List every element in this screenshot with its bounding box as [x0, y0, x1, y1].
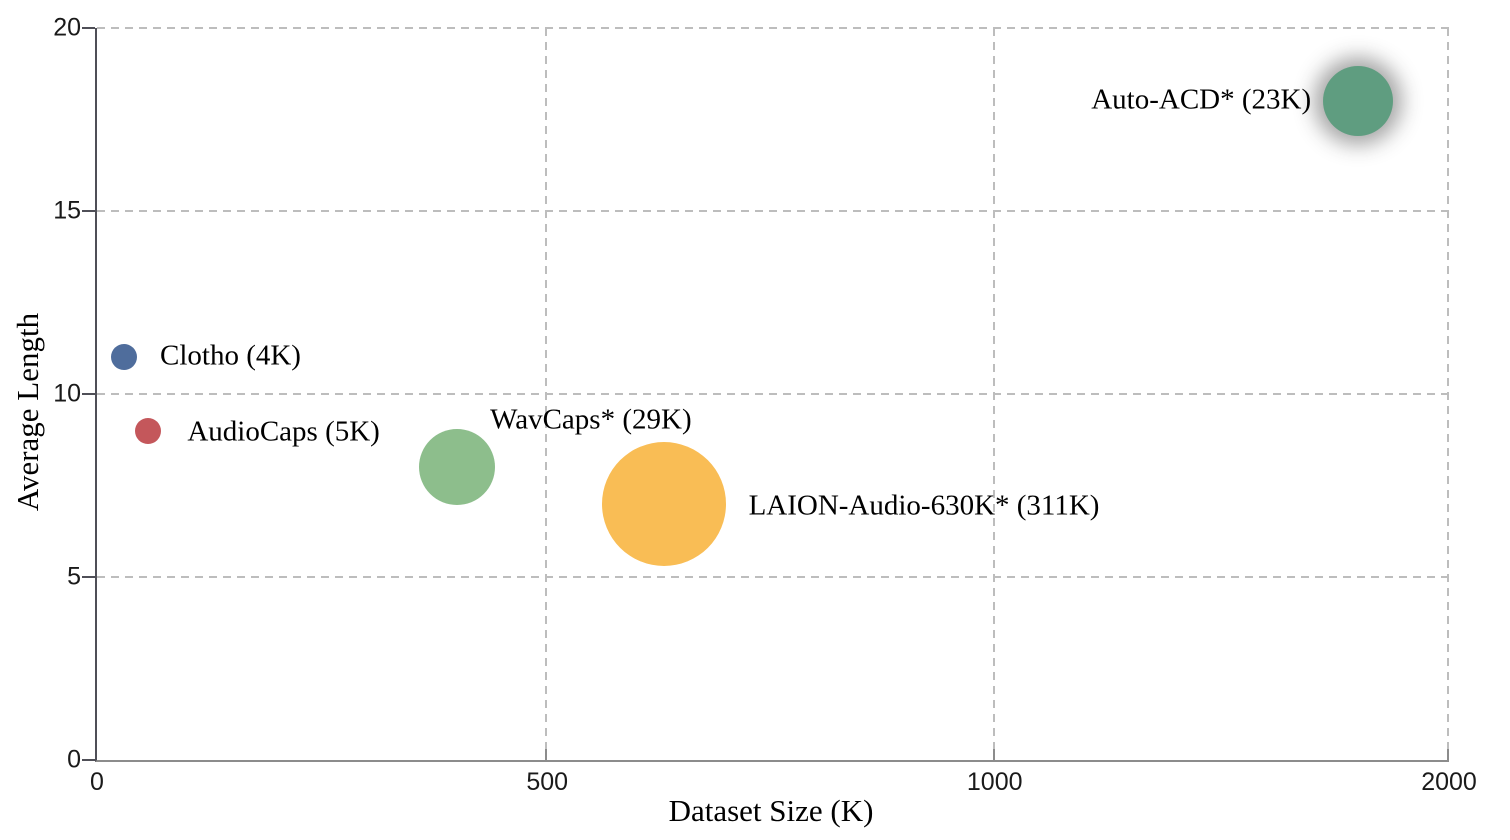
- data-bubble: [1323, 66, 1394, 137]
- x-tick-label: 2000: [1421, 768, 1477, 796]
- y-tick-mark: [82, 210, 95, 212]
- plot-area: 0 5 10 15 20 0 500 1000 2000 Clotho (4K) AudioCaps…: [53, 14, 1477, 797]
- data-bubble: [135, 417, 162, 444]
- y-gridline: [97, 576, 1449, 578]
- y-gridline: [97, 393, 1449, 395]
- point-label: Clotho (4K): [160, 339, 301, 372]
- x-tick-mark: [992, 749, 995, 760]
- y-tick-label: 10: [53, 379, 81, 408]
- x-gridline: [992, 28, 995, 760]
- x-tick-label: 0: [90, 768, 104, 796]
- y-gridline: [97, 27, 1449, 29]
- x-tick-mark: [1447, 749, 1449, 760]
- point-label: AudioCaps (5K): [187, 415, 380, 448]
- y-tick-mark: [82, 27, 95, 29]
- y-tick-label: 0: [67, 745, 81, 774]
- data-bubble: [111, 344, 137, 371]
- data-bubble: [601, 441, 726, 566]
- y-tick-label: 5: [67, 562, 81, 591]
- y-tick-mark: [82, 393, 95, 395]
- x-gridline: [545, 28, 548, 760]
- x-axis-title: Dataset Size (K): [668, 793, 874, 828]
- point-label: WavCaps* (29K): [490, 403, 692, 436]
- y-tick-mark: [82, 759, 95, 761]
- y-tick-mark: [82, 576, 95, 578]
- y-tick-label: 15: [53, 196, 81, 225]
- point-label: Auto-ACD* (23K): [1091, 83, 1312, 116]
- y-gridline: [97, 210, 1449, 212]
- x-tick-label: 1000: [966, 768, 1023, 796]
- x-gridline: [1447, 28, 1449, 760]
- point-label: LAION-Audio-630K* (311K): [748, 489, 1100, 522]
- x-tick-mark: [545, 749, 548, 760]
- data-bubble: [419, 429, 496, 506]
- y-tick-label: 20: [53, 13, 81, 42]
- x-tick-label: 500: [526, 768, 569, 796]
- y-axis-title: Average Length: [10, 312, 45, 512]
